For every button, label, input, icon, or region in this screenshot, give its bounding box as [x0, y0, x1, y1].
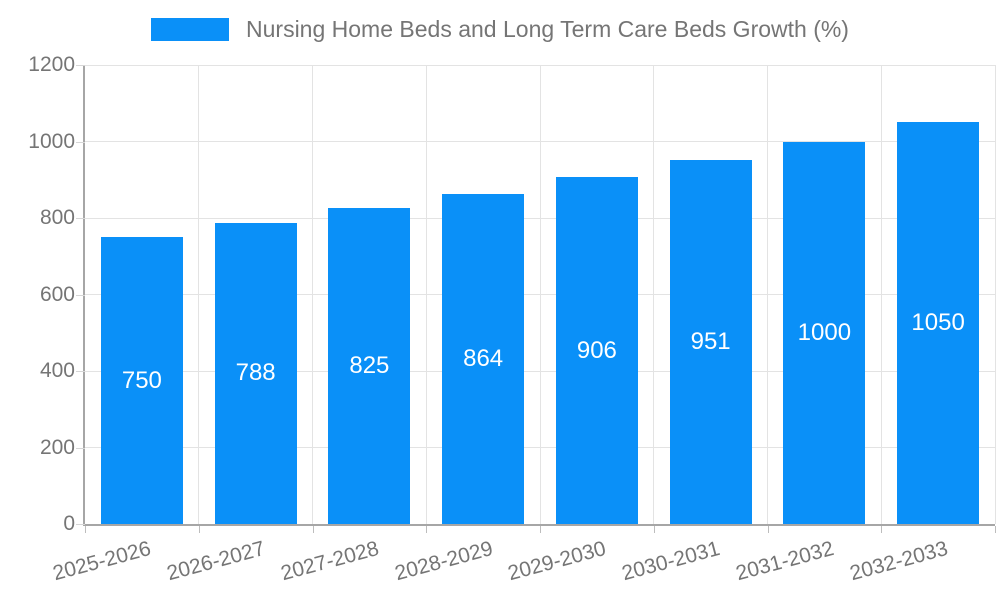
- y-tick-mark: [76, 371, 85, 372]
- x-tick-label: 2029-2030: [505, 537, 609, 586]
- bar-value-label: 825: [349, 352, 390, 380]
- x-tick-mark: [653, 526, 655, 533]
- bar-value-label: 750: [121, 366, 162, 394]
- y-tick-label: 800: [39, 206, 75, 229]
- x-tick-label: 2031-2032: [733, 537, 837, 586]
- x-tick-label: 2026-2027: [164, 537, 268, 586]
- x-tick-label: 2028-2029: [392, 537, 496, 586]
- bar: 1050: [897, 122, 980, 524]
- x-tick-mark: [85, 526, 86, 533]
- y-tick-label: 0: [63, 512, 75, 535]
- bar: 750: [100, 237, 183, 524]
- bar-value-label: 1050: [911, 309, 965, 337]
- legend-label: Nursing Home Beds and Long Term Care Bed…: [246, 15, 849, 42]
- x-tick-mark: [198, 526, 200, 533]
- y-tick-mark: [76, 524, 85, 525]
- x-tick-label: 2030-2031: [619, 537, 723, 586]
- vertical-gridline: [312, 65, 313, 524]
- y-tick-label: 1000: [28, 129, 75, 153]
- y-tick-mark: [76, 65, 85, 66]
- y-tick-label: 400: [39, 359, 75, 382]
- bar: 788: [214, 222, 297, 524]
- y-tick-mark: [76, 447, 85, 449]
- y-tick-mark: [76, 218, 85, 219]
- bar-value-label: 951: [690, 328, 731, 356]
- x-tick-mark: [540, 526, 541, 533]
- bar: 951: [669, 160, 752, 524]
- y-tick-mark: [76, 294, 85, 296]
- x-tick-mark: [995, 526, 996, 533]
- x-tick-label: 2025-2026: [50, 537, 154, 586]
- vertical-gridline: [767, 65, 768, 524]
- bar-value-label: 864: [463, 344, 504, 372]
- bar-value-label: 788: [235, 359, 276, 387]
- y-tick-mark: [76, 141, 85, 143]
- x-tick-label: 2032-2033: [847, 537, 951, 586]
- vertical-gridline: [653, 65, 655, 524]
- vertical-gridline: [994, 65, 996, 524]
- bar-value-label: 1000: [797, 318, 852, 346]
- legend-swatch: [151, 17, 230, 41]
- y-tick-label: 600: [39, 282, 75, 306]
- bar: 906: [555, 177, 638, 524]
- vertical-gridline: [880, 65, 882, 524]
- x-tick-mark: [767, 526, 769, 533]
- vertical-gridline: [425, 65, 427, 524]
- vertical-gridline: [539, 65, 541, 524]
- vertical-gridline: [198, 65, 200, 524]
- x-tick-label: 2027-2028: [278, 537, 382, 586]
- plot-area: 750 788 825 864 906 951 1000 1050: [83, 64, 996, 526]
- x-tick-mark: [426, 526, 428, 533]
- x-tick-mark: [312, 526, 314, 533]
- x-tick-mark: [881, 526, 883, 533]
- y-tick-label: 1200: [28, 53, 75, 76]
- bar: 864: [442, 193, 525, 524]
- y-tick-label: 200: [39, 435, 75, 459]
- bar: 1000: [783, 141, 866, 524]
- bar: 825: [328, 208, 411, 524]
- legend: Nursing Home Beds and Long Term Care Bed…: [0, 13, 1000, 45]
- bar-value-label: 906: [576, 336, 617, 364]
